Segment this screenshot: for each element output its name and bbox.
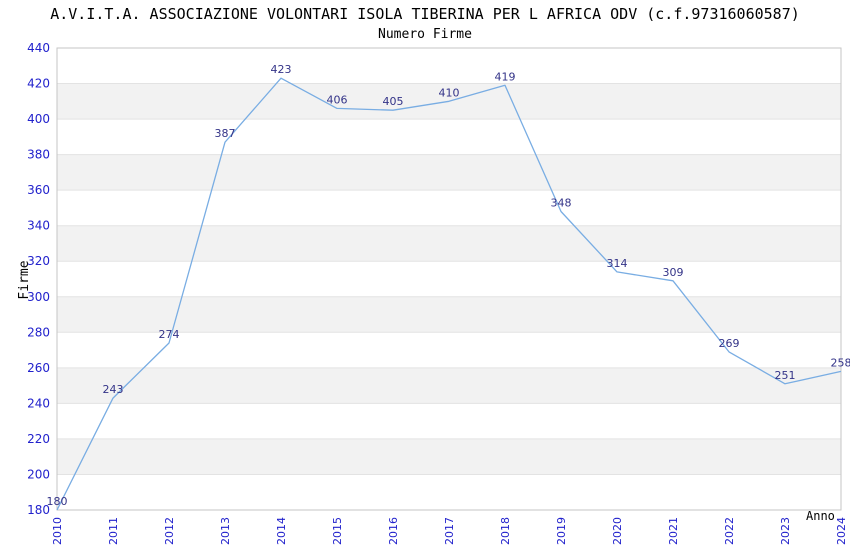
x-tick-label: 2018 xyxy=(499,517,512,545)
grid-band xyxy=(57,438,841,475)
point-label: 348 xyxy=(551,196,572,209)
x-tick-label: 2015 xyxy=(331,517,344,545)
y-tick-label: 320 xyxy=(27,254,50,268)
x-tick-label: 2012 xyxy=(163,517,176,545)
point-label: 314 xyxy=(607,257,628,270)
x-tick-label: 2010 xyxy=(51,517,64,545)
x-tick-label: 2020 xyxy=(611,517,624,545)
series-line xyxy=(56,77,842,511)
y-tick-label: 300 xyxy=(27,290,50,304)
y-tick-label: 240 xyxy=(27,396,50,410)
y-tick-label: 180 xyxy=(27,503,50,517)
point-label: 251 xyxy=(775,369,796,382)
point-label: 309 xyxy=(663,266,684,279)
y-tick-label: 400 xyxy=(27,112,50,126)
point-label: 423 xyxy=(271,63,292,76)
x-tick-label: 2021 xyxy=(667,517,680,545)
chart-subtitle: Numero Firme xyxy=(378,27,472,42)
x-tick-label: 2014 xyxy=(275,517,288,545)
y-tick-label: 220 xyxy=(27,432,50,446)
point-label: 410 xyxy=(439,86,460,99)
x-tick-label: 2019 xyxy=(555,517,568,545)
point-label: 243 xyxy=(103,383,124,396)
y-tick-label: 340 xyxy=(27,219,50,233)
point-label: 406 xyxy=(327,93,348,106)
y-tick-label: 260 xyxy=(27,361,50,375)
x-tick-label: 2024 xyxy=(835,517,848,545)
grid-band xyxy=(57,154,841,191)
x-tick-label: 2013 xyxy=(219,517,232,545)
y-tick-label: 200 xyxy=(27,467,50,481)
y-tick-label: 360 xyxy=(27,183,50,197)
point-label: 405 xyxy=(383,95,404,108)
x-tick-label: 2023 xyxy=(779,517,792,545)
x-tick-label: 2016 xyxy=(387,517,400,545)
y-tick-label: 280 xyxy=(27,325,50,339)
grid-band xyxy=(57,225,841,262)
grid-band xyxy=(57,296,841,333)
chart-title: A.V.I.T.A. ASSOCIAZIONE VOLONTARI ISOLA … xyxy=(50,5,800,23)
point-label: 180 xyxy=(47,495,68,508)
grid-band xyxy=(57,367,841,404)
y-tick-label: 440 xyxy=(27,41,50,55)
point-label: 387 xyxy=(215,127,236,140)
x-axis-title: Anno xyxy=(806,509,835,523)
y-tick-label: 380 xyxy=(27,148,50,162)
point-label: 258 xyxy=(831,356,850,369)
x-tick-label: 2017 xyxy=(443,517,456,545)
point-label: 269 xyxy=(719,337,740,350)
x-tick-label: 2022 xyxy=(723,517,736,545)
point-label: 274 xyxy=(159,328,180,341)
point-label: 419 xyxy=(495,70,516,83)
plot-border xyxy=(56,47,842,511)
y-tick-label: 420 xyxy=(27,77,50,91)
x-tick-label: 2011 xyxy=(107,517,120,545)
